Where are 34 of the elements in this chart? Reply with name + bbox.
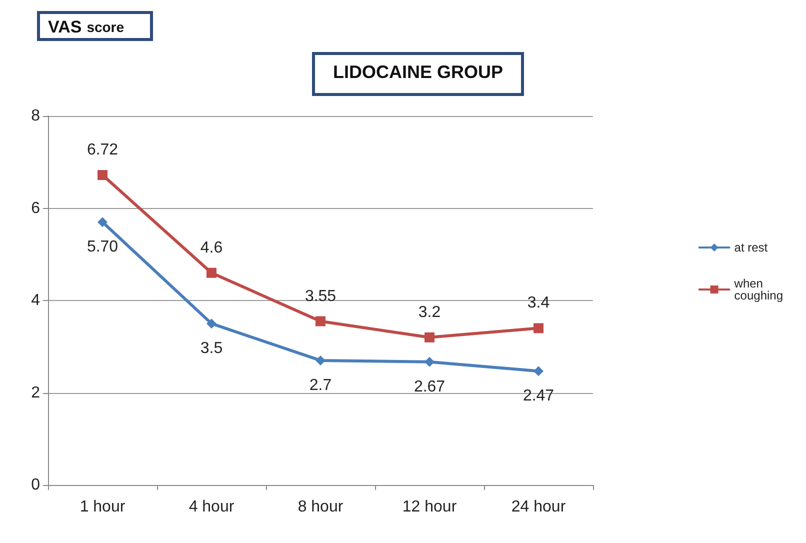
x-tick-label: 24 hour xyxy=(511,498,566,516)
point xyxy=(98,170,108,180)
point xyxy=(316,316,326,326)
point xyxy=(424,332,434,342)
data-label: 4.6 xyxy=(200,239,223,256)
data-label: 3.4 xyxy=(527,294,550,312)
point xyxy=(424,356,434,367)
point xyxy=(98,217,108,228)
data-label: 2.67 xyxy=(414,378,446,396)
data-label: 2.7 xyxy=(309,376,332,394)
point xyxy=(534,366,544,376)
data-label: 3.2 xyxy=(418,304,441,321)
y-tick-label: 6 xyxy=(31,200,40,217)
data-label: 3.55 xyxy=(304,288,336,305)
point xyxy=(316,355,326,366)
x-tick-label: 1 hour xyxy=(80,498,126,516)
legend-label: at rest xyxy=(734,240,768,254)
x-tick-label: 4 hour xyxy=(188,498,235,516)
data-label: 6.72 xyxy=(86,142,118,159)
y-tick-label: 0 xyxy=(31,476,40,494)
data-label: 3.5 xyxy=(200,340,223,358)
point xyxy=(206,318,216,329)
y-tick-label: 8 xyxy=(31,108,40,124)
x-tick-label: 12 hour xyxy=(402,498,458,516)
y-tick-label: 2 xyxy=(31,384,40,402)
data-label: 5.70 xyxy=(86,238,118,256)
chart-title: LIDOCAINE GROUP xyxy=(333,62,504,82)
legend-label: when coughing xyxy=(733,276,784,302)
y-tick-label: 4 xyxy=(31,292,40,309)
data-label: 2.47 xyxy=(522,388,554,405)
point xyxy=(206,268,216,278)
y-axis-title: VAS score xyxy=(48,18,124,36)
point xyxy=(534,323,544,334)
x-tick-label: 8 hour xyxy=(298,498,344,516)
